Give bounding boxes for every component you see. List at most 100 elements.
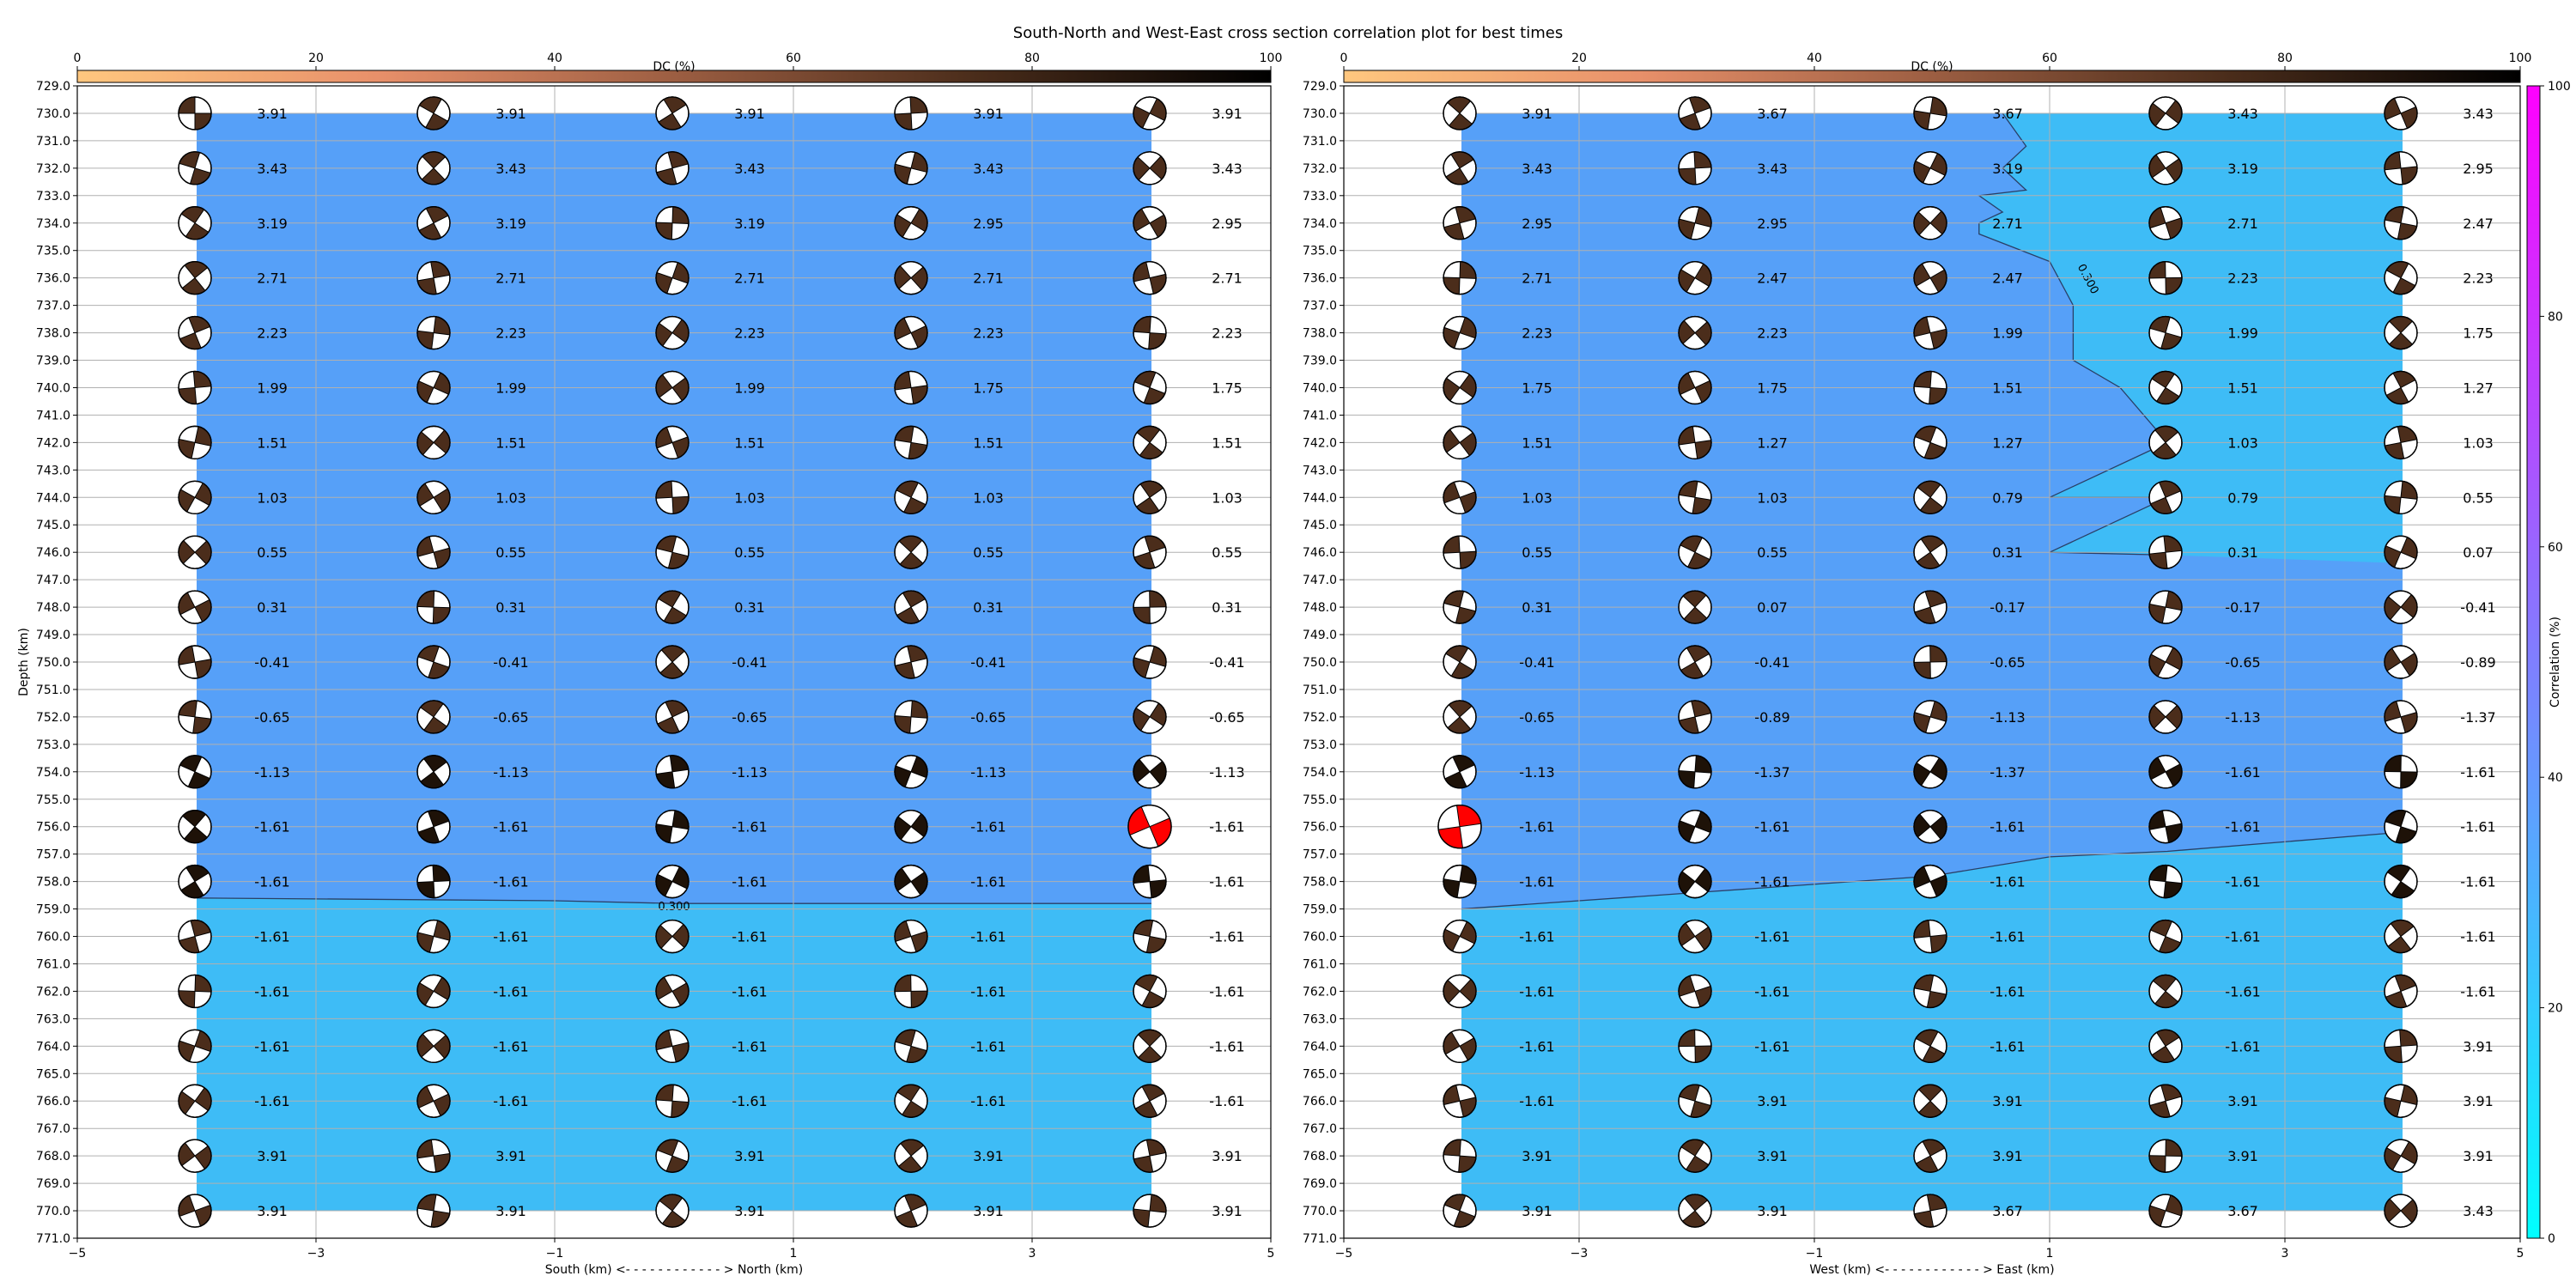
time-value-label: -1.61 — [493, 874, 528, 890]
time-value-label: -1.61 — [2460, 819, 2495, 835]
time-value-label: -1.37 — [1754, 764, 1789, 781]
time-value-label: 2.71 — [495, 270, 526, 287]
y-tick-label: 746.0 — [36, 546, 70, 560]
beachball — [894, 370, 928, 405]
x-tick-label: 3 — [2281, 1247, 2289, 1261]
time-value-label: 3.19 — [2227, 161, 2258, 177]
beachball — [2384, 1029, 2418, 1064]
beachball — [894, 96, 928, 131]
beachball — [2384, 480, 2418, 514]
time-value-label: 3.67 — [1757, 106, 1788, 122]
beachball — [178, 755, 212, 789]
beachball — [178, 864, 212, 899]
beachball — [1443, 425, 1477, 460]
beachball — [655, 919, 690, 954]
time-value-label: 1.03 — [257, 489, 288, 506]
time-value-label: -1.61 — [1754, 929, 1789, 945]
time-value-label: -0.89 — [2460, 654, 2495, 671]
y-tick-label: 768.0 — [36, 1150, 70, 1163]
beachball — [1678, 1139, 1712, 1173]
beachball — [2148, 315, 2183, 350]
beachball — [1913, 315, 1947, 350]
beachball — [1678, 1084, 1712, 1118]
time-value-label: 2.95 — [1522, 216, 1552, 232]
beachball — [178, 810, 212, 844]
panel-west-east: 0.300729.0730.0731.0732.0733.0734.0735.0… — [1303, 52, 2531, 1277]
beachball — [1678, 810, 1712, 844]
beachball — [178, 96, 212, 131]
beachball — [2148, 96, 2183, 131]
dc-colorbar — [76, 70, 1272, 83]
beachball — [894, 1194, 928, 1228]
time-value-label: 1.75 — [1757, 380, 1788, 396]
time-value-label: -1.61 — [732, 1038, 767, 1054]
y-tick-label: 738.0 — [36, 327, 70, 341]
time-value-label: 0.55 — [734, 544, 765, 561]
beachball — [655, 535, 690, 569]
beachball — [2384, 96, 2418, 131]
beachball — [416, 151, 451, 185]
time-value-label: 3.91 — [2463, 1038, 2494, 1054]
beachball — [1133, 425, 1167, 460]
time-value-label: -1.13 — [732, 764, 767, 781]
beachball — [655, 1139, 690, 1173]
x-tick-label: −3 — [1571, 1247, 1589, 1261]
time-value-label: 0.55 — [495, 544, 526, 561]
time-value-label: -1.61 — [1209, 819, 1244, 835]
beachball — [894, 755, 928, 789]
beachball — [1913, 1194, 1947, 1228]
time-value-label: 1.27 — [1992, 434, 2023, 451]
beachball — [1678, 645, 1712, 679]
y-tick-label: 741.0 — [1303, 409, 1337, 422]
time-value-label: -1.61 — [1990, 874, 2025, 890]
time-value-label: 0.31 — [495, 599, 526, 616]
time-value-label: 1.51 — [734, 434, 765, 451]
time-value-label: 3.91 — [1992, 1148, 2023, 1164]
dc-colorbar-tick-label: 100 — [1260, 52, 1283, 65]
beachball — [1678, 864, 1712, 899]
beachball — [655, 974, 690, 1009]
y-tick-label: 736.0 — [36, 272, 70, 286]
beachball — [1678, 480, 1712, 514]
beachball — [1678, 151, 1712, 185]
beachball — [178, 974, 212, 1009]
correlation-colorbar: 0 20 40 60 80 100 Correlation (%) — [2526, 80, 2571, 1246]
y-tick-label: 744.0 — [36, 491, 70, 505]
y-tick-label: 757.0 — [1303, 848, 1337, 862]
time-value-label: -1.61 — [1990, 819, 2025, 835]
time-value-label: -1.61 — [254, 819, 289, 835]
y-tick-label: 746.0 — [1303, 546, 1337, 560]
y-tick-label: 747.0 — [36, 574, 70, 587]
time-value-label: 1.99 — [2227, 325, 2258, 342]
time-value-label: -1.13 — [1990, 709, 2025, 726]
beachball — [2384, 974, 2418, 1009]
y-tick-label: 750.0 — [36, 656, 70, 670]
beachball — [178, 425, 212, 460]
y-tick-label: 733.0 — [1303, 190, 1337, 204]
y-tick-label: 769.0 — [1303, 1177, 1337, 1191]
beachball — [655, 590, 690, 624]
time-value-label: 2.95 — [973, 216, 1004, 232]
time-value-label: 2.71 — [1522, 270, 1552, 287]
beachball — [1913, 425, 1947, 460]
time-value-label: -1.61 — [1519, 983, 1554, 999]
beachball — [894, 260, 928, 295]
beachball — [2384, 315, 2418, 350]
contour-label: 0.300 — [658, 901, 690, 914]
time-value-label: -0.17 — [2225, 599, 2260, 616]
time-value-label: 3.43 — [2463, 1203, 2494, 1219]
x-tick-label: 1 — [2046, 1247, 2054, 1261]
dc-colorbar — [1343, 70, 2521, 83]
correlation-colorbar-tick-label: 100 — [2548, 80, 2571, 94]
beachball — [1913, 151, 1947, 185]
y-tick-label: 739.0 — [36, 355, 70, 368]
time-value-label: -1.61 — [1209, 1093, 1244, 1109]
time-value-label: 3.91 — [257, 1148, 288, 1164]
y-tick-label: 770.0 — [36, 1205, 70, 1218]
time-value-label: 1.75 — [1212, 380, 1242, 396]
time-value-label: -0.41 — [1209, 654, 1244, 671]
y-tick-label: 740.0 — [1303, 381, 1337, 395]
time-value-label: 1.75 — [1522, 380, 1552, 396]
time-value-label: -1.61 — [1990, 929, 2025, 945]
beachball — [1443, 645, 1477, 679]
